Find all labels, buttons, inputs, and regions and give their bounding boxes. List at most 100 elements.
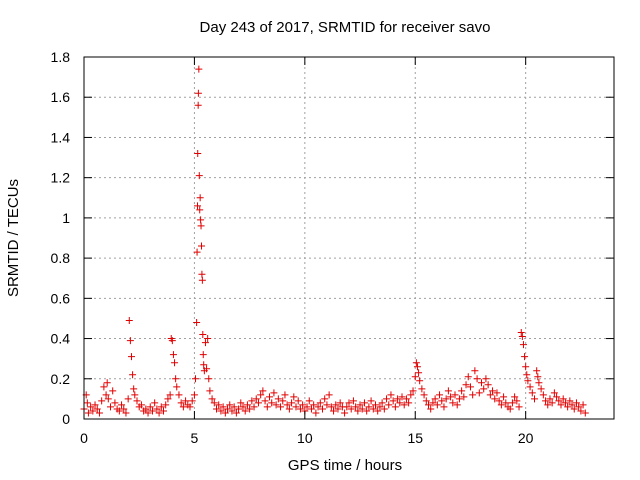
data-point xyxy=(469,391,477,399)
data-point xyxy=(89,407,97,415)
data-point xyxy=(531,395,538,403)
data-point xyxy=(579,401,587,409)
x-tick-label: 20 xyxy=(518,430,534,446)
data-point xyxy=(544,401,552,409)
data-point xyxy=(343,403,351,411)
data-point xyxy=(413,363,421,371)
data-point xyxy=(196,206,204,214)
data-point xyxy=(378,399,386,407)
data-point xyxy=(522,363,530,371)
data-point xyxy=(206,387,214,395)
data-point xyxy=(294,397,302,405)
data-point xyxy=(168,337,176,345)
data-point xyxy=(84,409,92,417)
data-point xyxy=(387,391,395,399)
data-point xyxy=(268,399,276,407)
data-point xyxy=(460,393,468,401)
data-point xyxy=(131,391,139,399)
data-point xyxy=(129,371,137,379)
data-point xyxy=(133,397,141,405)
data-point xyxy=(259,387,267,395)
data-point xyxy=(98,397,106,405)
axis-ticks xyxy=(83,56,614,420)
data-point xyxy=(194,202,202,210)
data-point xyxy=(93,405,101,413)
data-point xyxy=(239,403,247,411)
data-point xyxy=(252,395,260,403)
data-point xyxy=(367,397,375,405)
data-point xyxy=(208,395,216,403)
data-point xyxy=(425,401,432,409)
data-point xyxy=(495,397,503,405)
data-point xyxy=(415,369,423,377)
data-point xyxy=(107,403,114,411)
data-point xyxy=(398,393,406,401)
data-point xyxy=(453,401,461,409)
data-point xyxy=(235,405,243,413)
data-point xyxy=(431,395,439,403)
data-point xyxy=(263,403,271,411)
data-point xyxy=(515,403,523,411)
data-point xyxy=(420,391,428,399)
data-point xyxy=(400,401,408,409)
data-point xyxy=(349,397,357,405)
data-point xyxy=(555,397,563,405)
data-point xyxy=(120,405,128,413)
data-point xyxy=(210,399,218,407)
data-point xyxy=(199,331,207,339)
data-point xyxy=(91,401,99,409)
data-point xyxy=(389,397,397,405)
data-point xyxy=(204,335,212,343)
data-point xyxy=(365,403,373,411)
data-point xyxy=(246,405,254,413)
data-point xyxy=(380,405,388,413)
plot-frame xyxy=(83,56,615,420)
x-tick-label: 10 xyxy=(297,430,313,446)
data-point xyxy=(411,373,419,381)
data-point xyxy=(285,405,293,413)
data-point xyxy=(188,397,196,405)
data-point xyxy=(314,403,322,411)
data-point xyxy=(261,397,269,405)
data-point xyxy=(171,359,179,367)
y-tick-label: 1.8 xyxy=(51,49,71,65)
data-point xyxy=(438,397,446,405)
data-point xyxy=(192,375,200,383)
data-point xyxy=(433,401,441,409)
data-point xyxy=(358,405,366,413)
data-point xyxy=(130,385,138,393)
data-point xyxy=(157,403,165,411)
data-point xyxy=(237,399,245,407)
data-point xyxy=(581,409,589,417)
data-point xyxy=(534,373,542,381)
data-point xyxy=(336,399,344,407)
data-point xyxy=(546,395,554,403)
data-point xyxy=(542,397,550,405)
data-point xyxy=(407,391,415,399)
x-axis-label: GPS time / hours xyxy=(288,457,402,474)
data-point xyxy=(533,367,541,375)
data-point xyxy=(402,395,410,403)
data-point xyxy=(449,399,457,407)
data-point xyxy=(254,399,262,407)
data-point xyxy=(126,337,134,345)
data-point xyxy=(391,403,399,411)
data-point xyxy=(568,401,576,409)
data-point xyxy=(230,403,238,411)
data-point xyxy=(224,405,232,413)
data-point xyxy=(195,65,203,73)
y-tick-label: 0.6 xyxy=(51,290,71,306)
data-point xyxy=(347,405,355,413)
data-point xyxy=(341,409,349,417)
data-point xyxy=(243,401,251,409)
data-point xyxy=(473,375,481,383)
data-point xyxy=(296,405,304,413)
x-tick-label: 0 xyxy=(80,430,88,446)
data-point xyxy=(466,383,474,391)
chart-title: Day 243 of 2017, SRMTID for receiver sav… xyxy=(200,19,491,36)
data-point xyxy=(345,399,353,407)
data-point xyxy=(422,397,430,405)
data-point xyxy=(109,387,117,395)
data-point xyxy=(182,397,190,405)
